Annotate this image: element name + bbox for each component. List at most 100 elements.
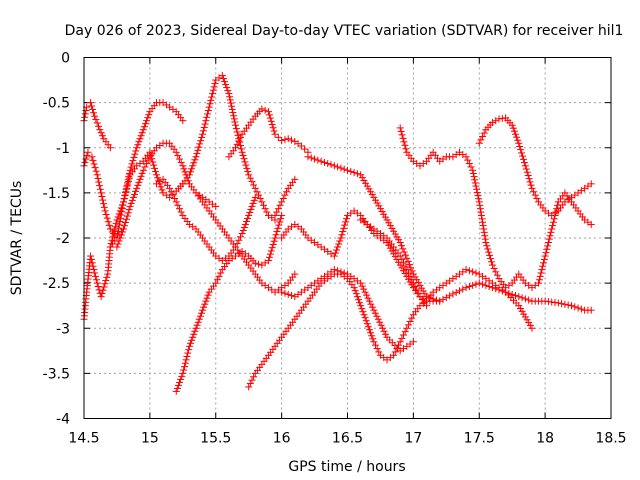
data-point: [350, 169, 358, 177]
data-point: [330, 252, 338, 260]
data-point: [245, 383, 253, 391]
data-point: [399, 331, 407, 339]
data-point: [120, 198, 128, 206]
data-point: [96, 182, 104, 190]
data-point: [278, 137, 286, 145]
data-point: [542, 249, 550, 257]
data-point: [236, 134, 244, 142]
data-point: [171, 195, 179, 203]
data-point: [361, 288, 369, 296]
data-point: [203, 294, 211, 302]
data-point: [398, 334, 406, 342]
data-point: [196, 312, 204, 320]
data-point: [360, 285, 368, 293]
data-point: [561, 300, 569, 308]
data-point: [127, 163, 135, 171]
data-point: [258, 198, 266, 206]
data-point: [361, 314, 369, 322]
data-point: [141, 163, 149, 171]
data-point: [130, 153, 138, 161]
data-point: [176, 205, 184, 213]
data-point: [89, 262, 97, 270]
x-tick-label: 16.5: [332, 431, 363, 447]
series-trace-18: [475, 114, 595, 219]
data-point: [123, 182, 131, 190]
data-point: [149, 158, 157, 166]
data-point: [276, 201, 284, 209]
data-point: [127, 199, 135, 207]
data-point: [525, 175, 533, 183]
data-point: [98, 289, 106, 297]
data-point: [548, 225, 556, 233]
data-point: [121, 219, 129, 227]
data-point: [260, 201, 268, 209]
data-point: [478, 215, 486, 223]
data-point: [439, 295, 447, 303]
data-point: [137, 172, 145, 180]
data-point: [197, 137, 205, 145]
data-point: [436, 297, 444, 305]
data-point: [89, 156, 97, 164]
y-tick-label: -3.5: [43, 366, 70, 382]
data-point: [194, 146, 202, 154]
data-point: [241, 158, 249, 166]
data-point: [176, 155, 184, 163]
data-point: [204, 291, 212, 299]
data-point: [510, 127, 518, 135]
data-point: [530, 188, 538, 196]
data-point: [138, 169, 146, 177]
data-point: [492, 285, 500, 293]
data-point: [370, 338, 378, 346]
data-point: [202, 117, 210, 125]
data-point: [465, 267, 473, 275]
data-point: [363, 320, 371, 328]
data-point: [449, 290, 457, 298]
data-point: [269, 240, 277, 248]
series-trace-2: [80, 99, 114, 152]
data-point: [357, 302, 365, 310]
series-trace-9: [304, 153, 444, 305]
data-point: [492, 117, 500, 125]
data-point: [365, 297, 373, 305]
data-point: [465, 160, 473, 168]
series-trace-14: [245, 266, 536, 391]
y-tick-label: -0.5: [43, 96, 70, 112]
data-point: [487, 255, 495, 263]
data-point: [401, 141, 409, 149]
data-point: [195, 143, 203, 151]
data-point: [403, 266, 411, 274]
data-point: [275, 221, 283, 229]
data-point: [92, 167, 100, 175]
data-point: [263, 208, 271, 216]
data-point: [408, 267, 416, 275]
data-point: [264, 257, 272, 265]
data-point: [151, 164, 159, 172]
data-point: [472, 182, 480, 190]
data-point: [116, 218, 124, 226]
data-point: [479, 222, 487, 230]
data-point: [367, 300, 375, 308]
data-point: [126, 202, 134, 210]
data-point: [253, 188, 261, 196]
data-point: [81, 113, 89, 121]
data-point: [179, 162, 187, 170]
data-point: [84, 148, 92, 156]
data-point: [516, 142, 524, 150]
data-point: [271, 211, 279, 219]
data-point: [114, 227, 122, 235]
data-point: [182, 356, 190, 364]
data-point: [217, 269, 225, 277]
data-point: [587, 220, 595, 228]
data-point: [230, 115, 238, 123]
data-point: [211, 79, 219, 87]
data-point: [544, 242, 552, 250]
data-point: [479, 218, 487, 226]
data-point: [176, 378, 184, 386]
data-point: [174, 152, 182, 160]
data-point: [115, 221, 123, 229]
data-point: [98, 192, 106, 200]
data-point: [375, 348, 383, 356]
data-point: [331, 249, 339, 257]
data-point: [335, 240, 343, 248]
data-point: [144, 114, 152, 122]
